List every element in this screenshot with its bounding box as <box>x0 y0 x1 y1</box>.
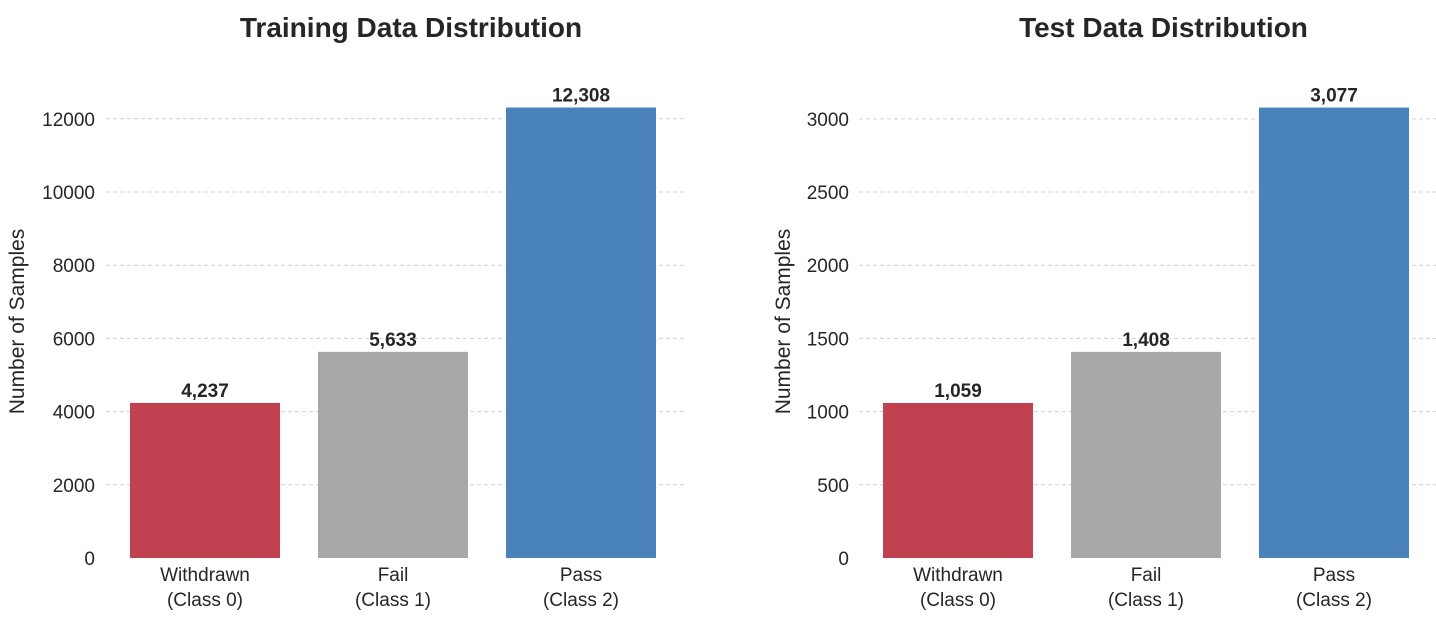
x-tick-label: Fail <box>1131 565 1162 586</box>
y-tick-label: 12000 <box>42 110 95 131</box>
bar <box>506 107 656 559</box>
y-tick-label: 0 <box>84 549 95 570</box>
data-label: 5,633 <box>369 330 417 351</box>
y-tick-label: 3000 <box>807 110 849 131</box>
x-tick-label: Pass <box>1313 565 1355 586</box>
y-tick-label: 2500 <box>807 183 849 204</box>
y-axis-label: Number of Samples <box>6 229 29 415</box>
data-label: 4,237 <box>181 381 229 402</box>
y-tick-label: 10000 <box>42 183 95 204</box>
y-tick-label: 0 <box>838 549 849 570</box>
x-tick-sublabel: (Class 0) <box>167 590 243 611</box>
x-tick-sublabel: (Class 1) <box>355 590 431 611</box>
chart-title: Test Data Distribution <box>1019 12 1308 43</box>
x-tick-label: Pass <box>560 565 602 586</box>
y-tick-label: 500 <box>817 476 849 497</box>
x-tick-sublabel: (Class 2) <box>543 590 619 611</box>
data-label: 3,077 <box>1310 86 1358 107</box>
x-tick-label: Withdrawn <box>160 565 250 586</box>
x-tick-sublabel: (Class 2) <box>1296 590 1372 611</box>
y-tick-label: 6000 <box>53 329 95 350</box>
y-tick-label: 2000 <box>53 476 95 497</box>
data-label: 12,308 <box>552 86 610 107</box>
bar <box>130 402 280 558</box>
x-tick-label: Withdrawn <box>913 565 1003 586</box>
y-tick-label: 4000 <box>53 403 95 424</box>
y-tick-label: 2000 <box>807 256 849 277</box>
y-axis-label: Number of Samples <box>772 229 795 415</box>
bar <box>883 402 1033 558</box>
x-tick-label: Fail <box>378 565 409 586</box>
bar <box>1259 107 1409 558</box>
y-tick-label: 8000 <box>53 256 95 277</box>
x-tick-sublabel: (Class 0) <box>920 590 996 611</box>
x-tick-sublabel: (Class 1) <box>1108 590 1184 611</box>
y-tick-label: 1000 <box>807 403 849 424</box>
data-label: 1,059 <box>934 381 982 402</box>
data-label: 1,408 <box>1122 330 1170 351</box>
bar <box>1071 351 1221 558</box>
bar <box>318 351 468 558</box>
y-tick-label: 1500 <box>807 329 849 350</box>
chart-title: Training Data Distribution <box>240 12 582 43</box>
